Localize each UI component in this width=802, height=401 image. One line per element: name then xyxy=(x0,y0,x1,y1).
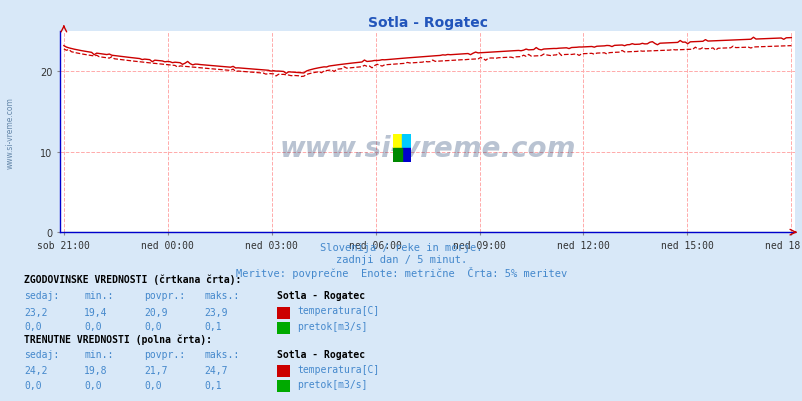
Text: 0,1: 0,1 xyxy=(205,380,222,390)
Bar xyxy=(393,148,402,162)
Text: www.si-vreme.com: www.si-vreme.com xyxy=(279,134,575,162)
Text: 20,9: 20,9 xyxy=(144,307,168,317)
Text: sedaj:: sedaj: xyxy=(24,291,59,301)
Text: 0,0: 0,0 xyxy=(144,322,162,332)
Title: Sotla - Rogatec: Sotla - Rogatec xyxy=(367,16,487,30)
Text: 23,2: 23,2 xyxy=(24,307,47,317)
Text: 0,0: 0,0 xyxy=(24,322,42,332)
Bar xyxy=(402,148,411,162)
Text: 0,0: 0,0 xyxy=(144,380,162,390)
Text: min.:: min.: xyxy=(84,349,114,359)
Text: 21,7: 21,7 xyxy=(144,365,168,375)
Text: Sotla - Rogatec: Sotla - Rogatec xyxy=(277,291,365,301)
Text: povpr.:: povpr.: xyxy=(144,291,185,301)
Text: ZGODOVINSKE VREDNOSTI (črtkana črta):: ZGODOVINSKE VREDNOSTI (črtkana črta): xyxy=(24,274,241,285)
Text: pretok[m3/s]: pretok[m3/s] xyxy=(297,321,367,331)
Text: min.:: min.: xyxy=(84,291,114,301)
Text: 19,8: 19,8 xyxy=(84,365,107,375)
Bar xyxy=(402,134,411,148)
Text: maks.:: maks.: xyxy=(205,349,240,359)
Text: 0,0: 0,0 xyxy=(84,380,102,390)
Text: povpr.:: povpr.: xyxy=(144,349,185,359)
Text: 24,7: 24,7 xyxy=(205,365,228,375)
Text: Sotla - Rogatec: Sotla - Rogatec xyxy=(277,349,365,359)
Text: TRENUTNE VREDNOSTI (polna črta):: TRENUTNE VREDNOSTI (polna črta): xyxy=(24,333,212,344)
Text: 24,2: 24,2 xyxy=(24,365,47,375)
Text: Slovenija / reke in morje.: Slovenija / reke in morje. xyxy=(320,243,482,253)
Text: temperatura[C]: temperatura[C] xyxy=(297,364,379,374)
Text: temperatura[C]: temperatura[C] xyxy=(297,306,379,316)
Text: Meritve: povprečne  Enote: metrične  Črta: 5% meritev: Meritve: povprečne Enote: metrične Črta:… xyxy=(236,267,566,279)
Text: 0,1: 0,1 xyxy=(205,322,222,332)
Text: sedaj:: sedaj: xyxy=(24,349,59,359)
Text: 0,0: 0,0 xyxy=(84,322,102,332)
Bar xyxy=(393,134,402,148)
Text: 23,9: 23,9 xyxy=(205,307,228,317)
Text: pretok[m3/s]: pretok[m3/s] xyxy=(297,379,367,389)
Text: zadnji dan / 5 minut.: zadnji dan / 5 minut. xyxy=(335,255,467,265)
Text: www.si-vreme.com: www.si-vreme.com xyxy=(6,97,15,168)
Text: 0,0: 0,0 xyxy=(24,380,42,390)
Text: maks.:: maks.: xyxy=(205,291,240,301)
Text: 19,4: 19,4 xyxy=(84,307,107,317)
